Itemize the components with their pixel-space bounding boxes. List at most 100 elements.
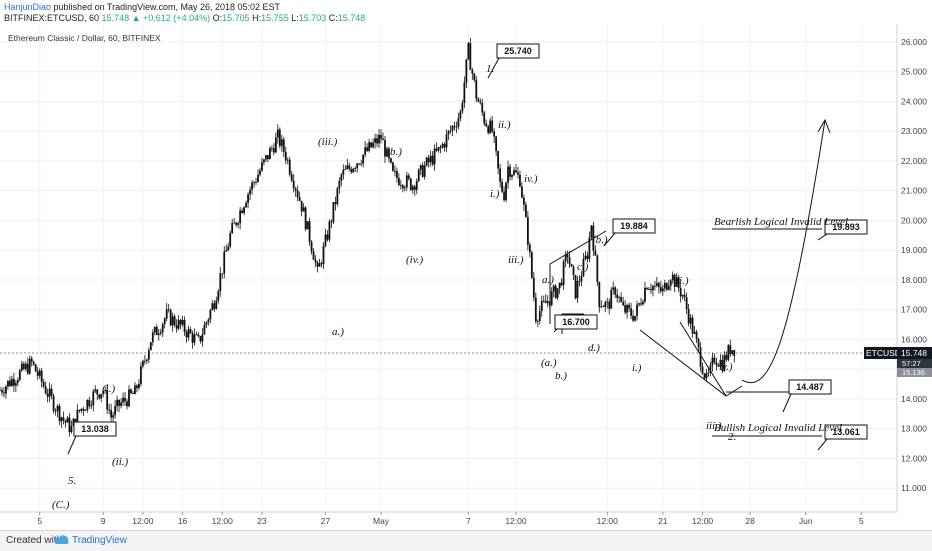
candle-body (596, 255, 599, 282)
x-tick-label: 12:00 (692, 516, 714, 526)
candle-body (227, 246, 230, 251)
candle-body (153, 326, 156, 333)
candle-body (183, 319, 186, 333)
price-callout-label: 14.487 (796, 382, 824, 392)
projection-arrowhead (817, 118, 831, 134)
candle-body (515, 170, 517, 173)
candle-body (626, 304, 629, 313)
candle-body (610, 289, 613, 309)
candle-body (501, 181, 503, 192)
candle-body (179, 319, 182, 325)
candle-body (56, 405, 59, 412)
candle-body (401, 185, 404, 189)
candle-body (667, 285, 670, 290)
candle-body (439, 147, 442, 148)
low-value: 15.703 (298, 13, 327, 23)
candle-body (540, 301, 543, 312)
candle-body (681, 295, 684, 297)
candle-body (483, 112, 486, 124)
candle-body (507, 166, 509, 183)
candle-body (677, 277, 680, 289)
wave-label: (ii.) (112, 456, 129, 468)
chart-title: Ethereum Classic / Dollar, 60, BITFINEX (8, 33, 161, 43)
candle-body (326, 234, 329, 240)
candle-body (267, 155, 269, 160)
candle-body (60, 417, 63, 422)
candle-body (191, 333, 194, 343)
candle-body (300, 200, 303, 212)
candle-body (5, 386, 7, 394)
candle-body (461, 103, 464, 112)
bearish-level-label: Bearlish Logical Invalid Level (714, 216, 848, 228)
price-callout-label: 25.740 (504, 46, 532, 56)
x-tick-label: 7 (466, 516, 471, 526)
candle-body (562, 261, 565, 286)
wave-label: b.) (555, 370, 567, 382)
x-tick-label: 12:00 (132, 516, 154, 526)
candle-body (334, 202, 337, 205)
candle-body (604, 302, 607, 308)
candle-body (427, 157, 430, 163)
candle-body (346, 165, 349, 169)
candle-body (568, 257, 571, 264)
candle-body (544, 300, 547, 304)
wave-flat-line (679, 321, 727, 397)
candle-body (86, 399, 89, 411)
candle-body (149, 342, 152, 351)
candle-body (360, 163, 363, 165)
candle-body (524, 204, 527, 218)
candle-body (459, 111, 462, 119)
candle-body (499, 168, 501, 182)
candle-body (530, 252, 533, 278)
candle-body (521, 186, 523, 198)
price-callout: 19.884 (603, 218, 656, 247)
candle-body (205, 322, 208, 325)
candle-body (394, 170, 396, 172)
candle-body (725, 355, 728, 360)
candle-body (634, 315, 636, 321)
candle-body (489, 120, 492, 133)
candle-body (70, 426, 73, 433)
candle-body (659, 287, 662, 292)
price-callout: 13.038 (67, 421, 117, 455)
x-tick-label: 12:00 (505, 516, 527, 526)
candle-body (723, 355, 726, 372)
y-tick-label: 20.000 (901, 215, 927, 225)
price-callout: 25.740 (487, 43, 540, 79)
candle-body (18, 370, 21, 381)
price-callout-label: 19.884 (620, 221, 648, 231)
last-value: 15.748 (101, 13, 130, 23)
candle-body (26, 363, 29, 374)
candle-body (112, 415, 115, 418)
tradingview-link[interactable]: TradingView (72, 535, 128, 546)
candle-body (177, 319, 180, 329)
candle-body (237, 223, 240, 225)
candle-body (143, 360, 146, 362)
candle-body (104, 390, 107, 391)
price-callout-label: 19.893 (832, 222, 860, 232)
candle-body (136, 385, 138, 389)
candle-body (671, 274, 674, 281)
candle-body (431, 155, 434, 165)
wave-labels: 1. ii.) i.) iv.) iii.) (iii.) b.) (iv.) a.) (i.) (… (52, 63, 736, 511)
y-tick-label: 16.000 (901, 334, 927, 344)
candle-body (713, 357, 716, 363)
candle-body (296, 190, 299, 198)
candles (0, 37, 736, 437)
candle-body (155, 326, 158, 336)
candle-body (386, 148, 388, 157)
candle-body (251, 182, 253, 190)
author-link[interactable]: HanjunDiao (4, 2, 52, 12)
candle-body (284, 151, 287, 161)
candle-body (608, 301, 611, 309)
candle-body (211, 303, 214, 311)
candle-body (358, 163, 361, 165)
candle-body (612, 287, 615, 290)
level-labels: Bearlish Logical Invalid Level Bullish L… (714, 216, 848, 434)
candle-body (538, 311, 541, 322)
price-callouts: 25.740 19.884 16.700 13.038 14.487 19.893 13.0… (67, 43, 868, 455)
wave-label: (iii.) (318, 136, 338, 148)
candle-body (709, 365, 712, 373)
price-chart[interactable]: 26.000 25.000 24.000 23.000 22.000 21.000 20.0… (0, 24, 932, 530)
wave-label: ii.) (676, 275, 689, 287)
